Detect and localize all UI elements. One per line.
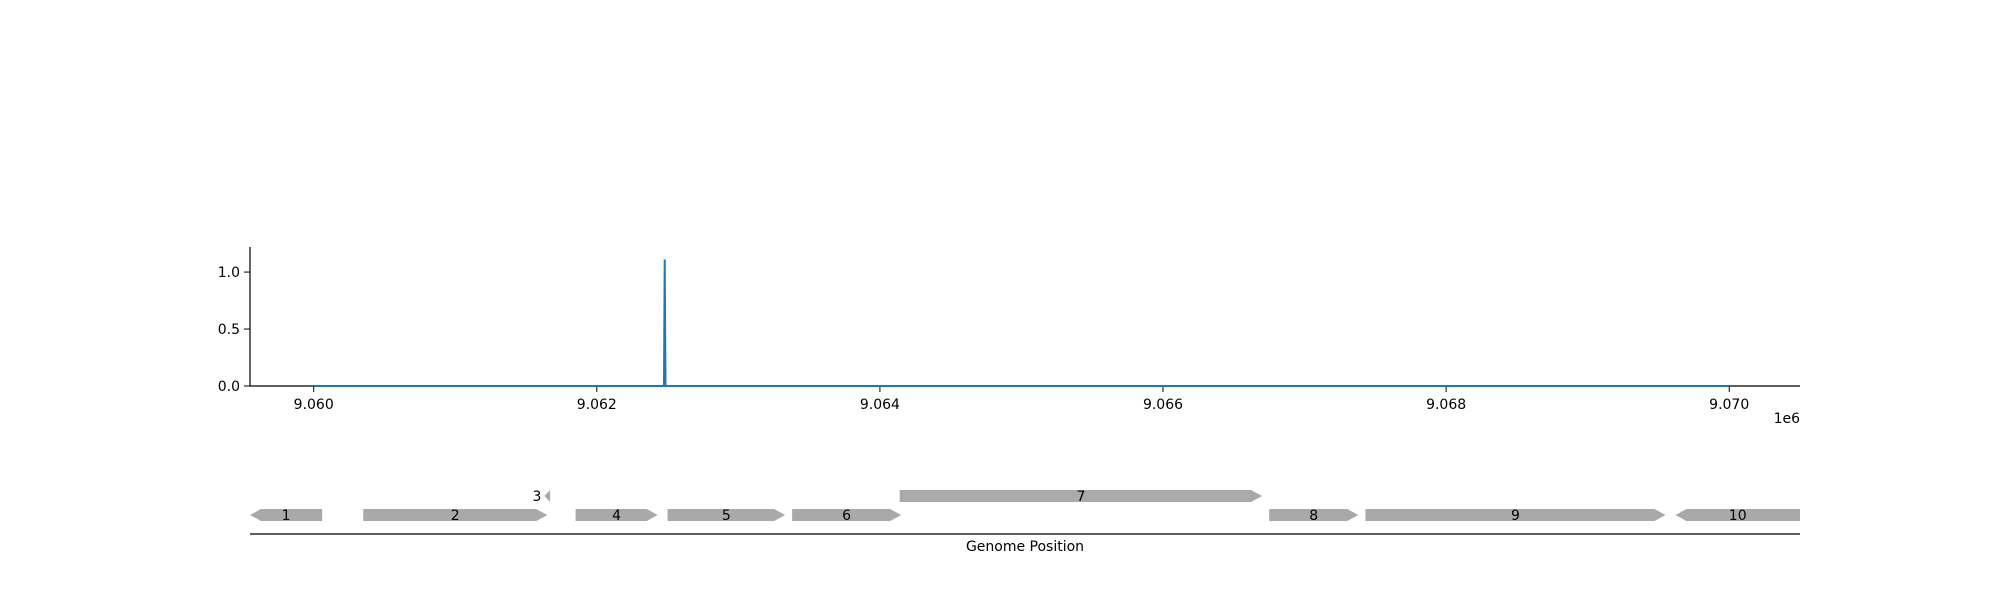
y-tick-group: 0.0 0.5 1.0 (218, 265, 250, 395)
x-tick-label: 9.062 (577, 397, 617, 413)
gene-arrow-6 (792, 509, 902, 521)
y-tick-label: 0.0 (218, 379, 240, 395)
gene-arrow-5 (667, 509, 786, 521)
gene-arrow-9 (1365, 509, 1666, 521)
gene-arrow-4 (575, 509, 658, 521)
gene-label-10: 10 (1729, 508, 1747, 524)
gene-arrow-1 (250, 509, 323, 521)
gene-label-6: 6 (842, 508, 851, 524)
gene-arrow-3 (544, 490, 551, 502)
x-offset-label: 1e6 (1774, 411, 1801, 427)
gene-label-7: 7 (1076, 489, 1085, 505)
x-tick-label: 9.066 (1143, 397, 1183, 413)
series-layer (313, 259, 1730, 387)
gene-track: 1 2 3 4 5 6 7 8 9 10 Genome Position (250, 489, 1800, 555)
x-tick-label: 9.070 (1709, 397, 1749, 413)
gene-label-2: 2 (451, 508, 460, 524)
x-tick-label: 9.064 (860, 397, 900, 413)
gene-arrow-10 (1675, 509, 1800, 521)
y-tick-label: 1.0 (218, 265, 240, 281)
gene-arrow-8 (1269, 509, 1359, 521)
coverage-series-line (313, 259, 1730, 387)
gene-label-5: 5 (722, 508, 731, 524)
coverage-plot: 0.0 0.5 1.0 9.060 9.062 9.064 9.066 9.068 9.070… (218, 247, 1800, 427)
gene-layer: 1 2 3 4 5 6 7 8 9 10 (250, 489, 1800, 524)
y-tick-label: 0.5 (218, 322, 240, 338)
gene-label-4: 4 (612, 508, 621, 524)
gene-arrow-2 (363, 509, 548, 521)
gene-track-xlabel: Genome Position (966, 539, 1084, 555)
gene-label-3: 3 (533, 489, 542, 505)
x-tick-group: 9.060 9.062 9.064 9.066 9.068 9.070 (294, 386, 1749, 413)
gene-label-1: 1 (282, 508, 291, 524)
x-tick-label: 9.060 (294, 397, 334, 413)
x-tick-label: 9.068 (1426, 397, 1466, 413)
gene-arrow-7 (899, 490, 1263, 502)
gene-label-8: 8 (1309, 508, 1318, 524)
gene-label-9: 9 (1511, 508, 1520, 524)
